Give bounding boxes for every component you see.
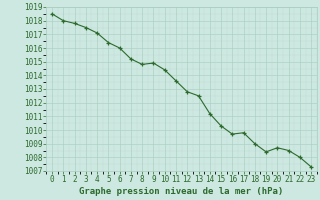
X-axis label: Graphe pression niveau de la mer (hPa): Graphe pression niveau de la mer (hPa) — [79, 187, 284, 196]
